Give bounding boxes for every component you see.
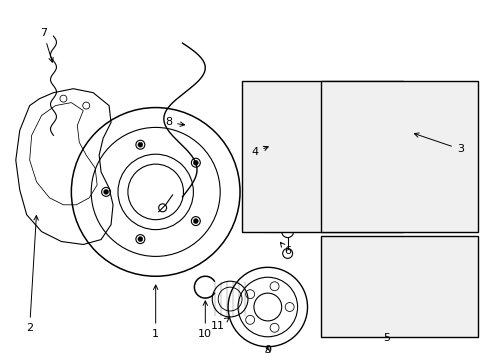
Circle shape (328, 252, 333, 256)
Text: 11: 11 (211, 318, 229, 331)
Circle shape (138, 237, 142, 242)
Text: 7: 7 (40, 28, 53, 62)
Text: 2: 2 (26, 216, 38, 333)
Circle shape (193, 160, 198, 165)
Text: 9: 9 (264, 345, 271, 355)
Circle shape (255, 202, 260, 207)
Circle shape (434, 252, 438, 256)
Circle shape (103, 189, 108, 194)
Text: 8: 8 (164, 117, 184, 127)
Bar (321, 235, 477, 337)
Text: 5: 5 (383, 333, 389, 343)
Text: 1: 1 (152, 285, 159, 339)
Circle shape (269, 90, 274, 95)
Text: 4: 4 (251, 147, 267, 157)
Circle shape (328, 275, 333, 279)
Circle shape (138, 142, 142, 147)
Text: 10: 10 (198, 301, 212, 339)
Circle shape (259, 96, 264, 101)
Text: 6: 6 (280, 242, 290, 256)
Bar (321, 81, 477, 231)
Circle shape (434, 275, 438, 279)
Text: 3: 3 (413, 133, 463, 154)
Bar (242, 81, 402, 231)
Circle shape (193, 219, 198, 224)
Circle shape (265, 209, 270, 214)
